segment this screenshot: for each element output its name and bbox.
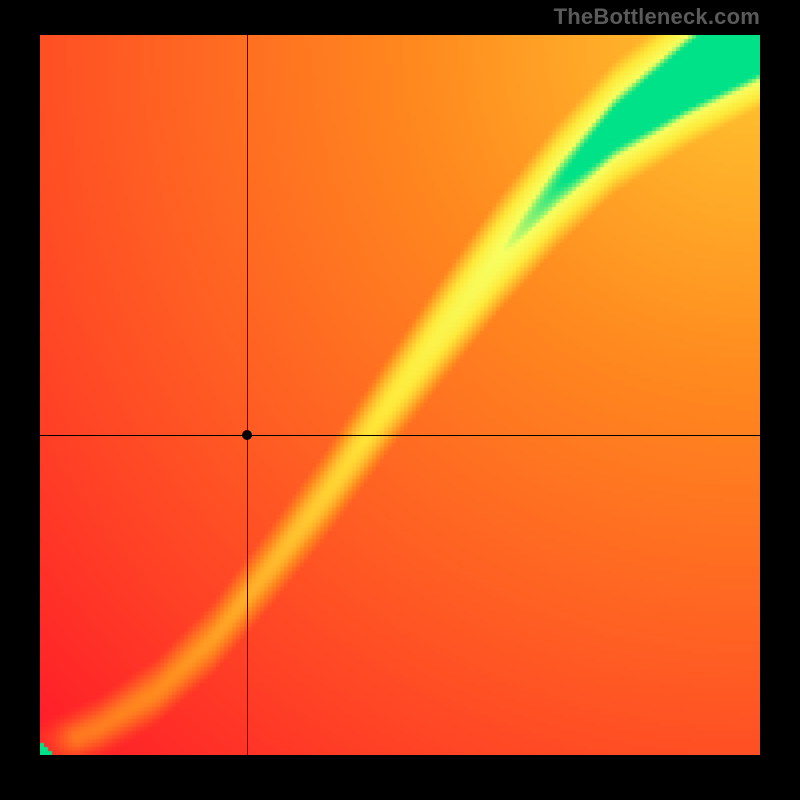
crosshair-vertical [247, 35, 248, 755]
heatmap-canvas [40, 35, 760, 755]
crosshair-horizontal [40, 435, 760, 436]
watermark-text: TheBottleneck.com [554, 4, 760, 30]
plot-area [40, 35, 760, 755]
chart-frame: TheBottleneck.com [0, 0, 800, 800]
crosshair-marker [242, 430, 252, 440]
